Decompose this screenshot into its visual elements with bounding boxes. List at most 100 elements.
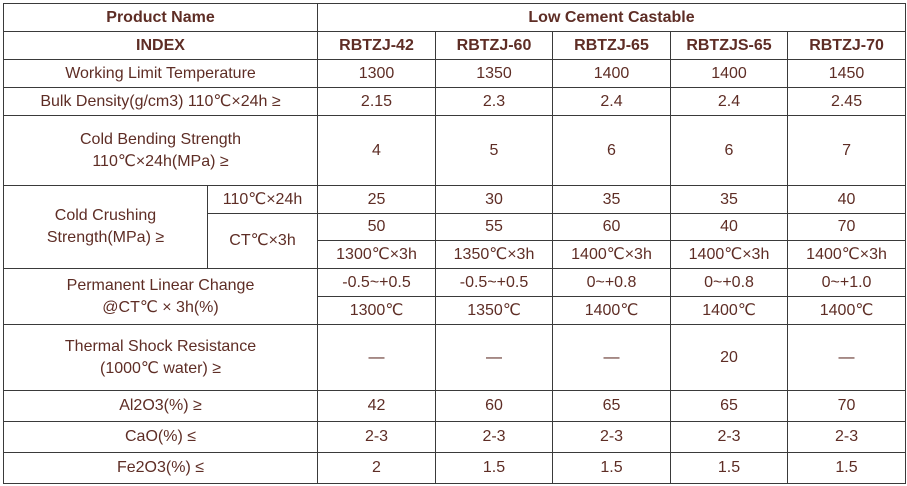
cold-crushing-label-line2: Strength(MPa) ≥	[46, 229, 165, 246]
working-limit-value-cell: 1350	[435, 59, 553, 88]
thermal-shock-value-cell: —	[786, 324, 907, 391]
fe2o3-label-cell: Fe2O3(%) ≤	[3, 452, 318, 484]
column-header-rbtzj-60: RBTZJ-60	[435, 31, 553, 60]
fe2o3-value-cell: 1.5	[552, 452, 671, 484]
cold-crushing-sublabel-ct: CT℃×3h	[207, 213, 318, 269]
fe2o3-value-cell: 2	[317, 452, 436, 484]
cold-crushing-ct-value-cell: 50	[317, 213, 436, 241]
permanent-linear-temp-cell: 1400℃	[786, 296, 907, 325]
cold-bending-value-cell: 7	[786, 115, 907, 186]
permanent-linear-value-cell: -0.5~+0.5	[317, 268, 436, 297]
cold-crushing-ct-value-cell: 70	[786, 213, 907, 241]
row-working-limit: Working Limit Temperature 1300 1350 1400…	[3, 59, 907, 88]
cold-crushing-110-value-cell: 35	[552, 185, 671, 214]
thermal-shock-label-cell: Thermal Shock Resistance (1000℃ water) ≥	[3, 324, 318, 391]
working-limit-label-cell: Working Limit Temperature	[3, 59, 318, 88]
permanent-linear-temp-cell: 1350℃	[435, 296, 553, 325]
al2o3-value-cell: 70	[786, 390, 907, 422]
cold-crushing-ct-value-cell: 55	[435, 213, 553, 241]
fe2o3-value-cell: 1.5	[435, 452, 553, 484]
fe2o3-value-cell: 1.5	[786, 452, 907, 484]
row-cold-crushing-ct: CT℃×3h 50 55 60 40 70	[4, 213, 907, 269]
al2o3-value-cell: 42	[317, 390, 436, 422]
cold-crushing-label-line1: Cold Crushing	[54, 207, 157, 225]
permanent-linear-value-cell: -0.5~+0.5	[435, 268, 553, 297]
working-limit-value-cell: 1450	[786, 59, 907, 88]
cold-bending-value-cell: 5	[435, 115, 553, 186]
row-thermal-shock: Thermal Shock Resistance (1000℃ water) ≥…	[3, 324, 907, 391]
cold-crushing-ct-temp-cell: 1400℃×3h	[670, 240, 788, 269]
bulk-density-value-cell: 2.3	[435, 87, 553, 116]
cold-crushing-label-cell: Cold Crushing Strength(MPa) ≥	[3, 185, 208, 269]
cold-crushing-ct-value-cell: 40	[670, 213, 788, 241]
cold-crushing-110-value-cell: 40	[786, 185, 907, 214]
product-spec-table: Product Name Low Cement Castable INDEX R…	[3, 3, 907, 484]
cold-bending-value-cell: 6	[670, 115, 788, 186]
row-index-header: INDEX RBTZJ-42 RBTZJ-60 RBTZJ-65 RBTZJS-…	[3, 31, 907, 60]
permanent-linear-temp-cell: 1400℃	[670, 296, 788, 325]
working-limit-value-cell: 1300	[317, 59, 436, 88]
product-group-header-cell: Low Cement Castable	[316, 3, 907, 32]
thermal-shock-label-line1: Thermal Shock Resistance	[64, 337, 257, 355]
cold-crushing-ct-value-cell: 60	[552, 213, 671, 241]
thermal-shock-value-cell: —	[435, 324, 553, 391]
bulk-density-label-cell: Bulk Density(g/cm3) 110℃×24h ≥	[3, 87, 318, 116]
working-limit-value-cell: 1400	[670, 59, 788, 88]
column-header-rbtzj-42: RBTZJ-42	[317, 31, 436, 60]
cold-crushing-ct-temp-cell: 1300℃×3h	[317, 240, 436, 269]
permanent-linear-temp-cell: 1400℃	[552, 296, 671, 325]
permanent-linear-temp-cell: 1300℃	[317, 296, 436, 325]
thermal-shock-value-cell: 20	[670, 324, 788, 391]
cao-value-cell: 2-3	[435, 421, 553, 453]
cold-crushing-110-value-cell: 30	[435, 185, 553, 214]
cold-crushing-ct-temp-cell: 1350℃×3h	[435, 240, 553, 269]
cold-crushing-ct-temp-cell: 1400℃×3h	[552, 240, 671, 269]
cold-bending-label-cell: Cold Bending Strength 110℃×24h(MPa) ≥	[3, 115, 318, 186]
permanent-linear-label-line2: @CT℃ × 3h(%)	[102, 298, 219, 316]
column-header-rbtzj-65: RBTZJ-65	[552, 31, 671, 60]
cold-bending-label-line1: Cold Bending Strength	[80, 130, 241, 148]
row-permanent-linear-values: Permanent Linear Change @CT℃ × 3h(%) -0.…	[3, 268, 907, 325]
thermal-shock-value-cell: —	[317, 324, 436, 391]
product-name-header-cell: Product Name	[3, 3, 318, 32]
bulk-density-value-cell: 2.45	[786, 87, 907, 116]
cao-value-cell: 2-3	[552, 421, 671, 453]
cold-crushing-110-value-cell: 25	[317, 185, 436, 214]
row-permanent-linear-temps: 1300℃ 1350℃ 1400℃ 1400℃ 1400℃	[4, 296, 907, 325]
thermal-shock-value-cell: —	[552, 324, 671, 391]
cao-label-cell: CaO(%) ≤	[3, 421, 318, 453]
permanent-linear-value-cell: 0~+1.0	[786, 268, 907, 297]
cold-crushing-ct-temp-cell: 1400℃×3h	[786, 240, 907, 269]
index-header-cell: INDEX	[3, 31, 318, 60]
row-cold-crushing-110: Cold Crushing Strength(MPa) ≥ 110℃×24h 2…	[3, 185, 907, 269]
cao-value-cell: 2-3	[786, 421, 907, 453]
permanent-linear-label-line1: Permanent Linear Change	[66, 276, 255, 294]
row-cao: CaO(%) ≤ 2-3 2-3 2-3 2-3 2-3	[3, 421, 907, 453]
cold-crushing-sublabel-110: 110℃×24h	[207, 185, 318, 214]
row-fe2o3: Fe2O3(%) ≤ 2 1.5 1.5 1.5 1.5	[3, 452, 907, 484]
cao-value-cell: 2-3	[670, 421, 788, 453]
cold-bending-label-line2: 110℃×24h(MPa) ≥	[92, 152, 229, 170]
row-bulk-density: Bulk Density(g/cm3) 110℃×24h ≥ 2.15 2.3 …	[3, 87, 907, 116]
permanent-linear-value-cell: 0~+0.8	[670, 268, 788, 297]
row-al2o3: Al2O3(%) ≥ 42 60 65 65 70	[3, 390, 907, 422]
thermal-shock-label-line2: (1000℃ water) ≥	[99, 359, 221, 377]
permanent-linear-value-cell: 0~+0.8	[552, 268, 671, 297]
bulk-density-value-cell: 2.4	[670, 87, 788, 116]
working-limit-value-cell: 1400	[552, 59, 671, 88]
bulk-density-value-cell: 2.15	[317, 87, 436, 116]
cold-crushing-110-value-cell: 35	[670, 185, 788, 214]
column-header-rbtzjs-65: RBTZJS-65	[670, 31, 788, 60]
al2o3-value-cell: 65	[670, 390, 788, 422]
cold-bending-value-cell: 4	[317, 115, 436, 186]
bulk-density-value-cell: 2.4	[552, 87, 671, 116]
cao-value-cell: 2-3	[317, 421, 436, 453]
row-group-header: Product Name Low Cement Castable	[3, 3, 907, 32]
al2o3-value-cell: 65	[552, 390, 671, 422]
fe2o3-value-cell: 1.5	[670, 452, 788, 484]
column-header-rbtzj-70: RBTZJ-70	[786, 31, 907, 60]
cold-bending-value-cell: 6	[552, 115, 671, 186]
al2o3-value-cell: 60	[435, 390, 553, 422]
al2o3-label-cell: Al2O3(%) ≥	[3, 390, 318, 422]
row-cold-crushing-ct-temps: 1300℃×3h 1350℃×3h 1400℃×3h 1400℃×3h 1400…	[4, 240, 907, 269]
